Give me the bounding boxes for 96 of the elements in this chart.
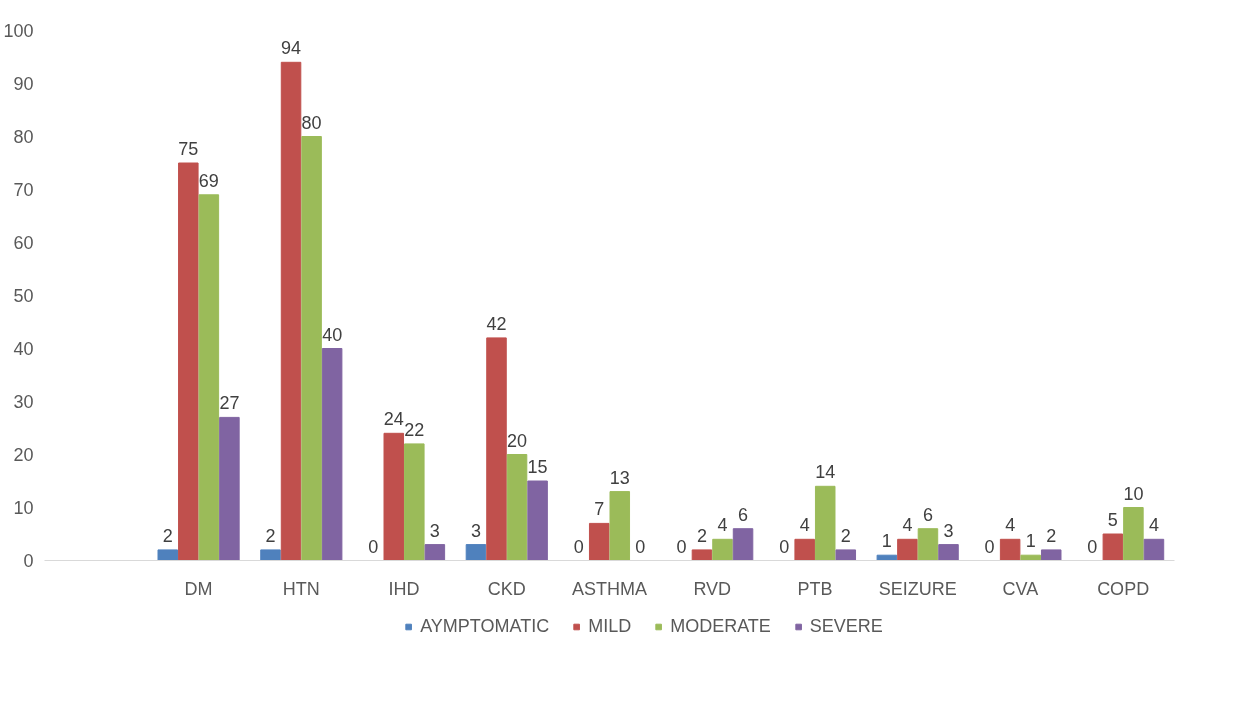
data-label: 40 [322,324,343,345]
bar [938,544,959,561]
bar [794,538,815,561]
legend-label: SEVERE [809,615,883,637]
x-tick-label: ASTHMA [572,578,648,599]
data-label: 0 [368,536,379,557]
bar [301,136,322,561]
bar [486,337,507,561]
y-tick-label: 80 [13,127,34,147]
data-label: 5 [1107,510,1118,530]
bar [691,549,713,561]
data-label: 1 [1025,531,1036,552]
bar [260,549,281,561]
data-label: 4 [1005,515,1016,536]
legend-label: AYMPTOMATIC [420,615,550,637]
bar [588,522,610,561]
legend-label: MILD [588,615,632,637]
data-label: 13 [609,467,630,488]
bar [609,491,631,561]
bar [157,549,179,561]
data-label: 0 [635,536,646,557]
data-label: 75 [178,139,199,159]
bar [424,544,446,561]
y-tick-label: 90 [13,74,34,94]
bar [835,549,857,561]
x-tick-label: RVD [693,578,732,599]
data-label: 0 [779,536,790,557]
data-label: 4 [799,515,810,536]
bar [712,538,733,561]
bar [1040,549,1062,561]
data-label: 7 [594,499,605,520]
data-label: 2 [162,525,173,546]
data-label: 6 [922,504,933,525]
bar [1102,533,1124,561]
bar [219,416,240,561]
bar [321,348,343,561]
bar [732,528,754,561]
data-label: 2 [840,525,851,546]
bar [1123,507,1144,561]
data-label: 94 [281,38,302,59]
data-label: 4 [902,515,913,536]
y-tick-label: 70 [13,180,34,200]
bar [1143,538,1165,561]
x-tick-label: COPD [1097,578,1150,599]
y-tick-label: 40 [13,339,34,359]
legend-label: MODERATE [670,615,771,637]
y-tick-label: 10 [13,498,34,518]
data-label: 0 [676,536,687,557]
data-label: 24 [383,409,404,430]
data-label: 14 [815,462,836,483]
x-tick-label: SEIZURE [878,578,957,599]
y-tick-label: 50 [13,286,34,306]
data-label: 0 [984,536,995,557]
data-label: 2 [1046,525,1057,546]
data-label: 2 [265,525,276,546]
x-tick-label: CKD [487,578,526,599]
data-label: 3 [429,520,440,541]
x-tick-label: HTN [282,578,320,599]
data-label: 42 [486,313,507,334]
data-label: 27 [219,393,240,414]
bar [814,485,836,561]
bar [198,194,220,561]
y-tick-label: 100 [3,21,34,41]
data-label: 4 [1148,515,1159,536]
data-label: 3 [470,520,481,541]
y-tick-label: 30 [13,392,34,412]
data-label: 15 [527,457,548,477]
bar [178,162,199,561]
bar [999,538,1021,561]
y-tick-label: 20 [13,445,34,465]
x-tick-label: DM [184,578,213,599]
data-label: 10 [1123,483,1144,504]
x-tick-label: CVA [1002,578,1039,599]
x-tick-label: IHD [388,578,420,599]
data-label: 22 [404,419,425,440]
data-label: 0 [1087,536,1098,557]
bar [897,538,918,561]
data-label: 6 [738,504,749,525]
bar [280,61,302,561]
bar [917,528,939,561]
data-label: 20 [507,430,528,451]
bar [465,544,487,561]
bar [404,443,425,561]
y-tick-label: 0 [23,551,34,571]
bar [506,454,528,561]
data-label: 1 [881,531,892,552]
data-label: 0 [573,536,584,557]
data-label: 69 [198,170,219,191]
data-label: 2 [696,525,707,546]
bar [527,480,548,561]
x-tick-label: PTB [797,578,833,599]
data-label: 3 [943,520,954,541]
bar [383,432,405,561]
data-label: 80 [301,112,322,133]
data-label: 4 [717,515,728,536]
y-tick-label: 60 [13,233,34,253]
